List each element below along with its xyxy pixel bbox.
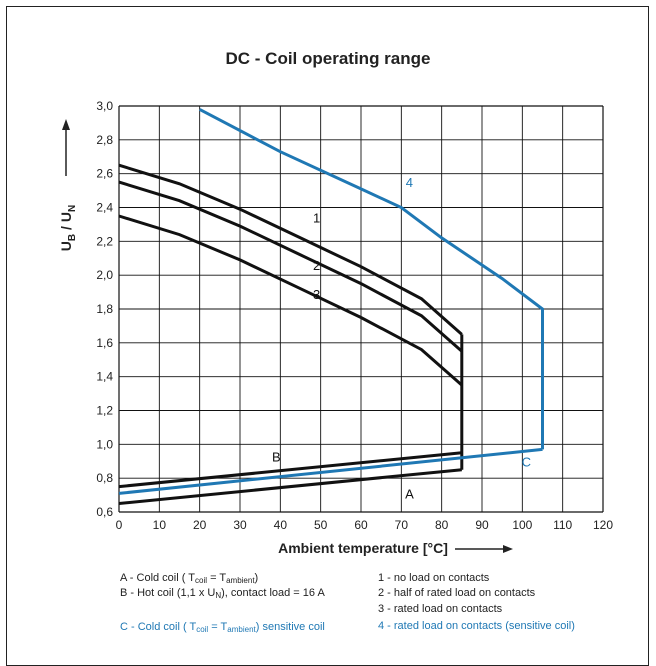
x-tick-label: 50	[314, 518, 328, 532]
x-tick-label: 120	[593, 518, 613, 532]
y-tick-label: 0,8	[96, 471, 113, 485]
chart-curve-labels: 1 2 3 B A 4 C	[272, 175, 531, 501]
curve-label-2: 2	[313, 258, 320, 273]
curve-4	[199, 108, 544, 450]
x-tick-label: 100	[512, 518, 532, 532]
curve-2	[118, 180, 463, 353]
y-tick-label: 2,4	[96, 201, 113, 215]
y-tick-label: 2,8	[96, 133, 113, 147]
y-tick-label: 2,0	[96, 268, 113, 282]
y-axis-label: UB / UN	[58, 205, 78, 251]
curve-label-3: 3	[313, 287, 320, 302]
x-tick-label: 40	[274, 518, 288, 532]
y-tick-label: 1,0	[96, 437, 113, 451]
y-label-sub-n: N	[67, 205, 78, 212]
curve-label-4: 4	[406, 175, 413, 190]
x-tick-label: 80	[435, 518, 449, 532]
x-tick-label: 90	[475, 518, 489, 532]
chart-curves	[118, 108, 544, 505]
y-tick-label: 3,0	[96, 99, 113, 113]
x-tick-label: 30	[233, 518, 247, 532]
legend-c: C - Cold coil ( Tcoil = Tambient) sensit…	[120, 621, 325, 634]
curve-1	[118, 163, 463, 336]
x-tick-label: 0	[116, 518, 123, 532]
legend-2: 2 - half of rated load on contacts	[378, 587, 536, 599]
curve-label-B: B	[272, 449, 281, 464]
y-tick-label: 1,4	[96, 370, 113, 384]
curve-3	[118, 214, 463, 387]
y-axis-arrow	[62, 119, 70, 176]
curve-C	[118, 447, 543, 495]
y-label-sub-b: B	[67, 234, 78, 241]
x-tick-label: 20	[193, 518, 207, 532]
legend-4: 4 - rated load on contacts (sensitive co…	[378, 620, 575, 632]
y-label-main: U	[58, 241, 74, 251]
y-label-mid: / U	[58, 212, 74, 234]
x-axis-label: Ambient temperature [°C]	[278, 540, 448, 556]
curve-label-C: C	[522, 454, 531, 469]
x-tick-label: 10	[153, 518, 167, 532]
curve-label-1: 1	[313, 211, 320, 226]
y-tick-label: 2,6	[96, 167, 113, 181]
y-tick-label: 1,6	[96, 336, 113, 350]
y-tick-label: 1,8	[96, 302, 113, 316]
y-tick-label: 1,2	[96, 404, 113, 418]
legend-3: 3 - rated load on contacts	[378, 603, 503, 615]
chart-title: DC - Coil operating range	[225, 49, 431, 68]
x-tick-label: 70	[395, 518, 409, 532]
y-tick-label: 2,2	[96, 234, 113, 248]
legend-b: B - Hot coil (1,1 x UN), contact load = …	[120, 587, 325, 600]
legend-a: A - Cold coil ( Tcoil = Tambient)	[120, 572, 259, 585]
chart-ticks: 0 10 20 30 40 50 60 70 80 90 100 110 120 0,6 0,8 1,0 1,2…	[96, 99, 613, 532]
x-axis-arrow	[455, 545, 513, 553]
svg-text:UB / UN: UB / UN	[58, 205, 78, 251]
x-tick-label: 60	[354, 518, 368, 532]
curve-A	[118, 468, 462, 505]
curve-B	[118, 451, 462, 489]
curve-label-A: A	[405, 486, 414, 501]
legend-1: 1 - no load on contacts	[378, 572, 490, 584]
x-tick-label: 110	[553, 518, 572, 532]
y-tick-label: 0,6	[96, 505, 113, 519]
